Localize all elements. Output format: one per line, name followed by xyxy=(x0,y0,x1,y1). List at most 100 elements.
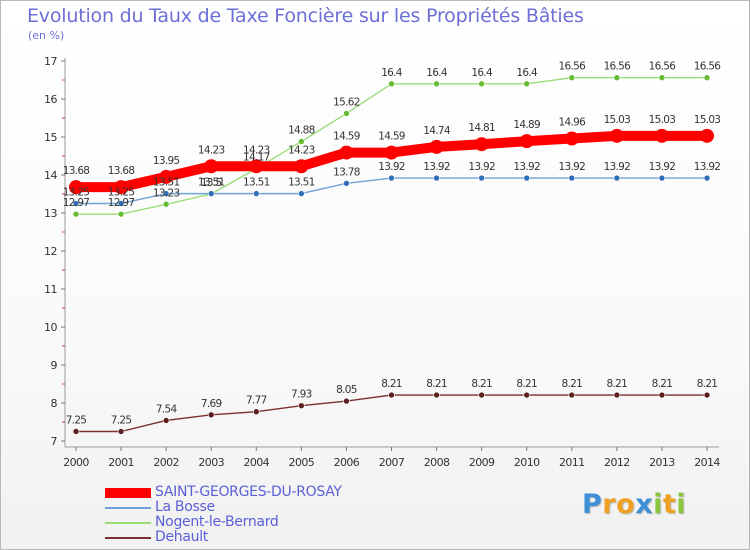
y-tick-label: 14 xyxy=(44,169,57,182)
data-point-dehault xyxy=(207,411,215,419)
data-label-la-bosse: 13.51 xyxy=(153,177,180,189)
data-point-nogent-le-bernard xyxy=(343,110,350,117)
x-tick-label: 2009 xyxy=(469,456,495,469)
y-tick-label: 10 xyxy=(44,321,57,334)
data-label-nogent-le-bernard: 16.56 xyxy=(559,61,587,73)
data-point-dehault xyxy=(252,408,260,416)
x-tick-label: 2005 xyxy=(289,456,315,469)
data-label-la-bosse: 13.92 xyxy=(559,161,586,173)
data-label-la-bosse: 13.51 xyxy=(243,177,270,189)
data-label-la-bosse: 13.51 xyxy=(198,177,225,189)
y-tick-label: 9 xyxy=(51,359,58,372)
data-point-saint-georges-du-rosay xyxy=(294,159,309,174)
data-point-la-bosse xyxy=(207,190,215,197)
data-label-la-bosse: 13.25 xyxy=(63,187,90,199)
logo-letter: t xyxy=(662,489,677,520)
data-point-saint-georges-du-rosay xyxy=(474,137,489,152)
y-tick-label: 17 xyxy=(44,55,57,68)
data-point-dehault xyxy=(343,397,350,405)
data-point-dehault xyxy=(433,391,440,399)
data-point-la-bosse xyxy=(388,174,395,182)
x-tick-label: 2012 xyxy=(604,456,630,469)
data-label-saint-georges-du-rosay: 14.74 xyxy=(423,125,451,137)
data-label-nogent-le-bernard: 13.5 xyxy=(201,177,222,189)
data-point-nogent-le-bernard xyxy=(72,210,80,218)
data-label-saint-georges-du-rosay: 14.59 xyxy=(333,131,360,143)
data-point-nogent-le-bernard xyxy=(568,74,576,82)
x-tick-label: 2006 xyxy=(334,456,360,469)
data-point-nogent-le-bernard xyxy=(703,74,711,82)
x-tick-label: 2008 xyxy=(424,456,450,469)
data-label-dehault: 8.21 xyxy=(471,378,492,390)
legend-swatch-dehault xyxy=(105,536,151,539)
data-point-saint-georges-du-rosay xyxy=(429,139,444,154)
y-tick-label: 7 xyxy=(51,435,58,448)
data-label-dehault: 8.21 xyxy=(607,378,628,390)
data-label-nogent-le-bernard: 13.23 xyxy=(153,187,180,199)
data-label-saint-georges-du-rosay: 15.03 xyxy=(649,114,676,126)
data-label-nogent-le-bernard: 14.17 xyxy=(243,152,270,164)
x-tick-label: 2014 xyxy=(694,456,720,469)
data-point-saint-georges-du-rosay xyxy=(519,134,534,149)
data-point-nogent-le-bernard xyxy=(162,200,170,208)
data-point-saint-georges-du-rosay xyxy=(159,169,174,184)
data-point-la-bosse xyxy=(703,174,711,182)
data-point-la-bosse xyxy=(72,200,80,207)
data-label-saint-georges-du-rosay: 14.23 xyxy=(288,144,315,156)
data-point-la-bosse xyxy=(117,200,125,207)
legend-item-la-bosse: La Bosse xyxy=(105,500,342,515)
data-point-dehault xyxy=(568,391,576,399)
data-label-dehault: 7.93 xyxy=(291,389,312,401)
y-tick-label: 12 xyxy=(44,245,57,258)
data-label-nogent-le-bernard: 16.56 xyxy=(649,61,677,73)
data-point-dehault xyxy=(298,402,305,409)
data-label-nogent-le-bernard: 16.56 xyxy=(694,61,722,73)
data-point-nogent-le-bernard xyxy=(613,74,621,82)
data-point-nogent-le-bernard xyxy=(523,80,531,88)
logo-letter: P xyxy=(582,489,603,520)
data-label-nogent-le-bernard: 16.4 xyxy=(471,67,493,79)
x-tick-label: 2000 xyxy=(63,456,89,469)
data-point-dehault xyxy=(523,391,531,399)
data-point-dehault xyxy=(478,391,485,399)
logo-letter: r xyxy=(602,489,617,520)
chart-title: Evolution du Taux de Taxe Foncière sur l… xyxy=(27,5,584,27)
x-tick-label: 2011 xyxy=(559,456,585,469)
data-label-saint-georges-du-rosay: 13.95 xyxy=(153,155,180,167)
data-label-dehault: 8.05 xyxy=(336,384,357,396)
data-label-nogent-le-bernard: 15.62 xyxy=(333,96,360,108)
x-tick-label: 2007 xyxy=(379,456,405,469)
data-point-dehault xyxy=(613,391,621,399)
data-label-la-bosse: 13.92 xyxy=(423,161,450,173)
data-label-dehault: 8.21 xyxy=(516,378,537,390)
data-label-saint-georges-du-rosay: 14.89 xyxy=(513,119,540,131)
data-label-la-bosse: 13.92 xyxy=(649,161,676,173)
data-label-la-bosse: 13.51 xyxy=(288,177,315,189)
legend-label-saint-georges-du-rosay: SAINT-GEORGES-DU-ROSAY xyxy=(155,484,342,500)
chart-legend: SAINT-GEORGES-DU-ROSAY La Bosse Nogent-le-… xyxy=(105,485,342,545)
data-point-saint-georges-du-rosay xyxy=(249,159,264,174)
data-label-dehault: 7.25 xyxy=(66,415,87,427)
data-label-dehault: 7.54 xyxy=(156,403,178,415)
data-label-saint-georges-du-rosay: 14.81 xyxy=(468,122,495,134)
logo-letter: x xyxy=(635,489,654,520)
data-point-la-bosse xyxy=(478,174,485,182)
data-label-dehault: 8.21 xyxy=(697,378,718,390)
data-label-la-bosse: 13.25 xyxy=(108,187,135,199)
logo-letter: i xyxy=(676,489,687,520)
data-label-saint-georges-du-rosay: 14.96 xyxy=(559,117,587,129)
data-point-la-bosse xyxy=(658,174,666,182)
x-tick-label: 2002 xyxy=(153,456,179,469)
proxiti-logo: Proxiti xyxy=(582,489,686,520)
legend-label-la-bosse: La Bosse xyxy=(155,499,215,515)
data-label-dehault: 7.69 xyxy=(201,398,222,410)
data-point-dehault xyxy=(388,391,395,399)
logo-letter: o xyxy=(616,489,636,520)
data-point-dehault xyxy=(72,428,80,435)
data-point-saint-georges-du-rosay xyxy=(609,128,624,143)
data-point-nogent-le-bernard xyxy=(478,80,485,88)
data-label-dehault: 7.25 xyxy=(111,415,132,427)
data-point-la-bosse xyxy=(252,190,260,197)
data-point-la-bosse xyxy=(433,174,440,182)
